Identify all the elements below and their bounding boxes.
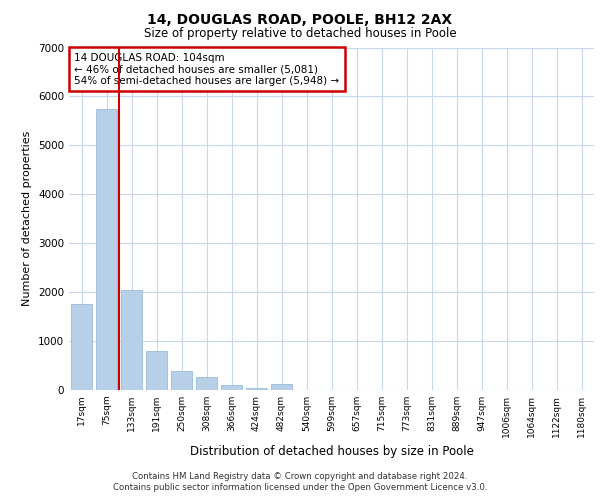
Y-axis label: Number of detached properties: Number of detached properties: [22, 131, 32, 306]
Bar: [121, 290, 142, 390]
Bar: [221, 385, 242, 390]
Text: 14 DOUGLAS ROAD: 104sqm
← 46% of detached houses are smaller (5,081)
54% of semi: 14 DOUGLAS ROAD: 104sqm ← 46% of detache…: [74, 52, 340, 86]
Bar: [146, 351, 167, 390]
Bar: [271, 384, 292, 390]
Bar: [246, 388, 267, 390]
Text: Size of property relative to detached houses in Poole: Size of property relative to detached ho…: [143, 28, 457, 40]
Bar: [171, 372, 192, 390]
Bar: [96, 108, 117, 390]
Text: Contains HM Land Registry data © Crown copyright and database right 2024.: Contains HM Land Registry data © Crown c…: [132, 472, 468, 481]
Bar: [71, 304, 92, 390]
Text: Contains public sector information licensed under the Open Government Licence v3: Contains public sector information licen…: [113, 484, 487, 492]
Bar: [196, 378, 217, 390]
X-axis label: Distribution of detached houses by size in Poole: Distribution of detached houses by size …: [190, 446, 473, 458]
Text: 14, DOUGLAS ROAD, POOLE, BH12 2AX: 14, DOUGLAS ROAD, POOLE, BH12 2AX: [148, 12, 452, 26]
